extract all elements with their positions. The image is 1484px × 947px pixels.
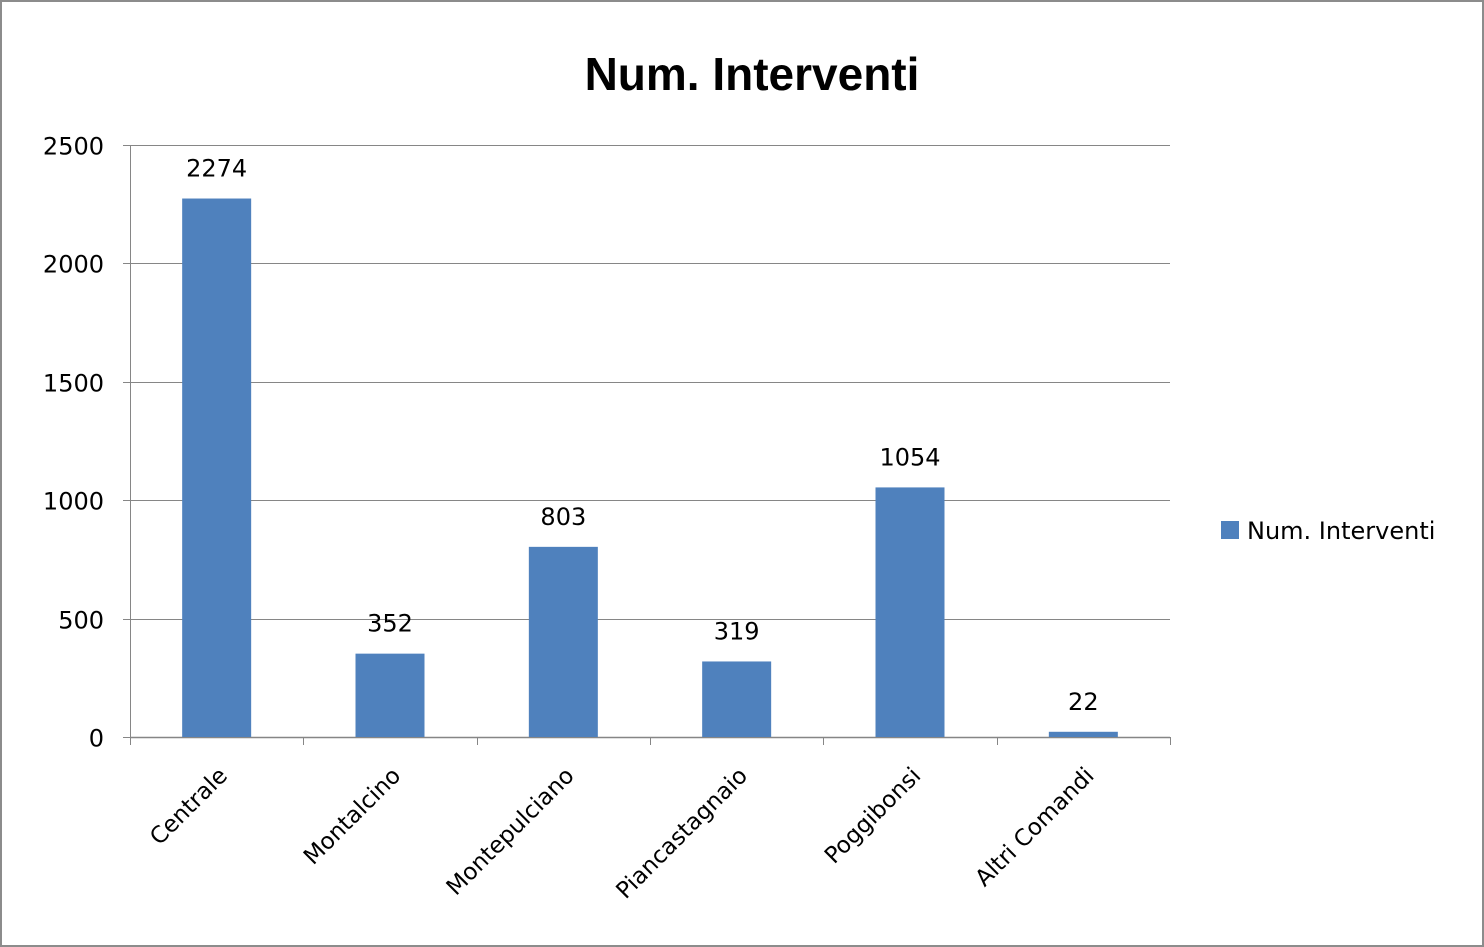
bar <box>182 198 252 738</box>
y-tick-label: 1500 <box>43 370 104 398</box>
chart-title: Num. Interventi <box>585 48 920 100</box>
y-tick-label: 2000 <box>43 251 104 279</box>
gridlines <box>130 145 1170 620</box>
x-tick-label: Poggibonsi <box>820 763 926 869</box>
bar <box>1048 731 1118 737</box>
bar <box>875 487 945 737</box>
data-label: 22 <box>1068 688 1099 716</box>
axes: 0 500 1000 1500 2000 2500 <box>43 133 1171 753</box>
legend-label: Num. Interventi <box>1247 517 1435 545</box>
bars <box>182 198 1118 738</box>
y-tick-label: 500 <box>58 607 104 635</box>
y-tick-label: 1000 <box>43 488 104 516</box>
y-tick-label: 0 <box>89 725 104 753</box>
data-label: 2274 <box>186 155 247 183</box>
x-tick-label: Montalcino <box>299 763 406 870</box>
data-label: 319 <box>714 617 760 645</box>
bar <box>355 653 425 737</box>
category-labels: Centrale Montalcino Montepulciano Piancasta… <box>145 763 1099 904</box>
x-tick-label: Montepulciano <box>442 763 580 901</box>
data-labels: 2274 352 803 319 1054 22 <box>186 155 1098 716</box>
x-tick-label: Piancastagnaio <box>611 763 752 904</box>
legend-swatch <box>1221 521 1239 539</box>
y-tick-label: 2500 <box>43 133 104 161</box>
data-label: 803 <box>540 503 586 531</box>
legend: Num. Interventi <box>1221 517 1435 545</box>
bar <box>528 546 598 737</box>
bar <box>702 661 772 737</box>
x-tick-label: Centrale <box>145 763 233 851</box>
x-tick-label: Altri Comandi <box>971 763 1100 892</box>
data-label: 1054 <box>879 443 940 471</box>
data-label: 352 <box>367 610 413 638</box>
